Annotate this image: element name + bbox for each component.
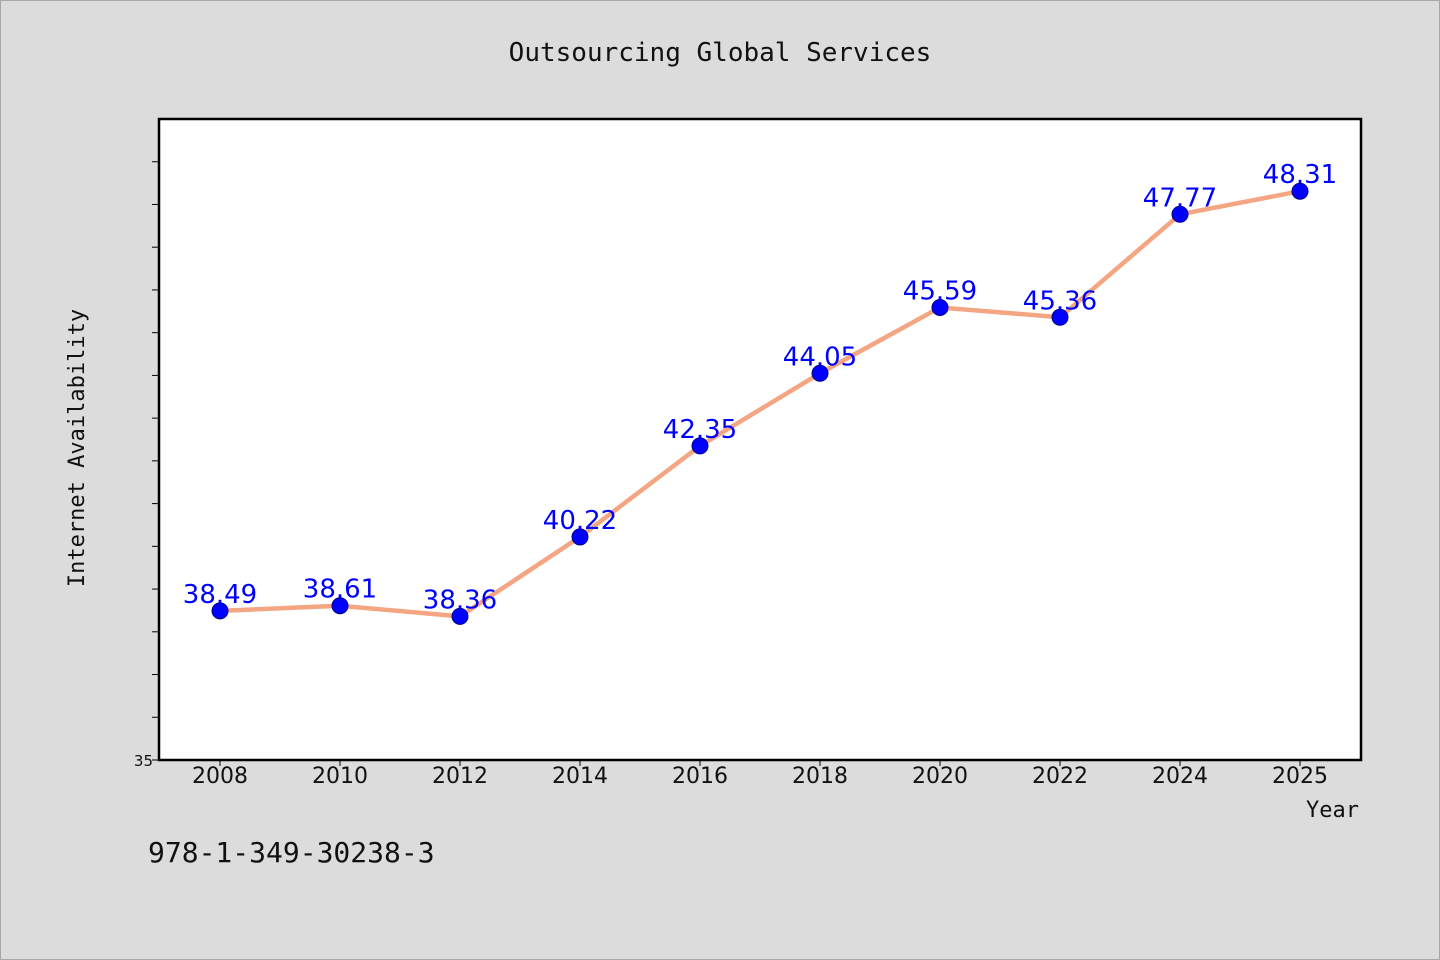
x-tick-label: 2012 <box>432 764 488 789</box>
data-point-marker <box>211 602 229 620</box>
chart-title: Outsourcing Global Services <box>509 38 932 68</box>
y-tick-label: 35 <box>134 752 153 770</box>
x-tick-label: 2008 <box>192 764 248 789</box>
data-point-marker <box>1051 308 1069 326</box>
y-axis-label: Internet Availability <box>65 309 90 587</box>
series-line-group: 38.49 38.61 38.36 40.22 42.35 44.05 45.59 45.36… <box>183 160 1337 625</box>
y-axis-ticks: 35 <box>134 161 159 770</box>
x-tick-label: 2025 <box>1272 764 1328 789</box>
x-axis-label: Year <box>1306 798 1359 823</box>
data-value-label: 45.36 <box>1023 286 1097 316</box>
data-value-label: 38.49 <box>183 580 257 610</box>
data-value-label: 48.31 <box>1263 160 1337 190</box>
data-point-marker <box>571 528 589 546</box>
isbn-footer-text: 978-1-349-30238-3 <box>148 836 435 869</box>
data-value-label: 44.05 <box>783 342 857 372</box>
data-value-label: 42.35 <box>663 415 737 445</box>
data-value-label: 40.22 <box>543 506 617 536</box>
data-value-label: 45.59 <box>903 276 977 306</box>
data-point-marker <box>811 364 829 382</box>
data-point-marker <box>451 607 469 625</box>
x-tick-label: 2016 <box>672 764 728 789</box>
x-tick-label: 2018 <box>792 764 848 789</box>
data-point-marker <box>331 597 349 615</box>
data-point-marker <box>931 298 949 316</box>
plot-area <box>157 117 1363 762</box>
x-axis-ticks: 2008 2010 2012 2014 2016 2018 2020 2022 2024 2025 <box>192 760 1328 789</box>
data-value-label: 47.77 <box>1143 183 1217 213</box>
data-value-label: 38.61 <box>303 575 377 605</box>
data-point-marker <box>1171 205 1189 223</box>
data-value-label: 38.36 <box>423 585 497 615</box>
data-point-marker <box>691 437 709 455</box>
series-line <box>219 189 1301 619</box>
x-tick-label: 2020 <box>912 764 968 789</box>
x-tick-label: 2010 <box>312 764 368 789</box>
x-tick-label: 2022 <box>1032 764 1088 789</box>
x-tick-label: 2024 <box>1152 764 1208 789</box>
x-tick-label: 2014 <box>552 764 608 789</box>
data-point-marker <box>1291 182 1309 200</box>
